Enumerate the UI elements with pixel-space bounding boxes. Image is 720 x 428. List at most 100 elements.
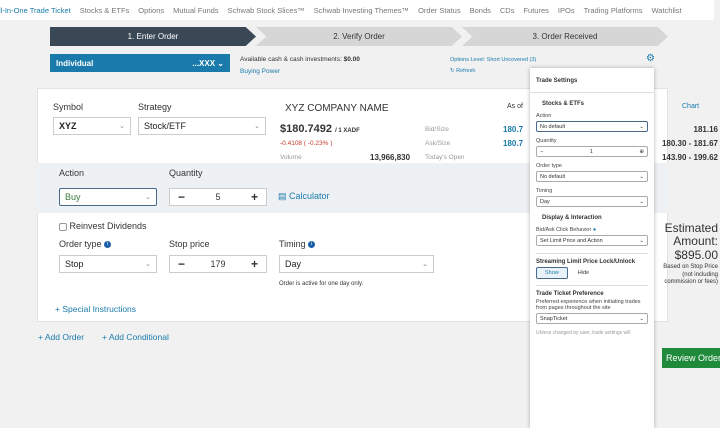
nav-item[interactable]: Options	[138, 5, 165, 15]
chevron-down-icon: ⌄	[639, 198, 644, 205]
quantity-value[interactable]: 5	[215, 192, 221, 202]
symbol-value: XYZ	[59, 121, 77, 131]
default-order-type-select[interactable]: No default ⌄	[536, 171, 648, 182]
minus-icon[interactable]: −	[178, 257, 186, 271]
plus-icon[interactable]: +	[250, 190, 258, 204]
add-order-link[interactable]: + Add Order	[38, 332, 85, 342]
stop-price-stepper[interactable]: − 179 +	[169, 255, 267, 273]
default-action-select[interactable]: No default ⌄	[536, 121, 648, 132]
nav-item[interactable]: Bonds	[469, 5, 491, 15]
cash-label: Available cash & cash investments:	[240, 56, 342, 63]
nav-item[interactable]: Trading Platforms	[583, 5, 643, 15]
order-type-label: Order type	[536, 163, 562, 169]
ask-value[interactable]: 180.7	[503, 139, 524, 148]
preference-heading: Trade Ticket Preference	[536, 291, 604, 297]
hide-toggle[interactable]: Hide	[577, 270, 590, 276]
nav-item[interactable]: Mutual Funds	[173, 5, 219, 15]
timing-label: Timing	[279, 239, 306, 249]
nav-item[interactable]: Futures	[523, 5, 549, 15]
estimate-note: Based on Stop Price	[663, 264, 718, 270]
quantity-label: Quantity	[536, 138, 557, 144]
gear-icon[interactable]: ⚙	[646, 53, 655, 64]
info-icon[interactable]: i	[104, 241, 112, 249]
show-toggle[interactable]: Show	[536, 267, 568, 279]
strategy-value: Stock/ETF	[144, 121, 187, 131]
default-quantity-stepper[interactable]: −1 ⊕	[536, 146, 648, 157]
price-suffix: / 1 XADF	[335, 128, 360, 134]
plus-icon[interactable]: +	[250, 257, 258, 271]
estimate-note-2: (not including commission or fees)	[664, 271, 718, 286]
nav-item[interactable]: CDs	[499, 5, 515, 15]
buying-power-link[interactable]: Buying Power	[240, 68, 281, 75]
calculator-link[interactable]: ▤ Calculator	[278, 191, 330, 201]
top-nav: All-In-One Trade Ticket Stocks & ETFs Op…	[0, 0, 714, 20]
chevron-down-icon: ⌄	[639, 315, 644, 322]
symbol-input[interactable]: XYZ ⌄	[53, 117, 131, 135]
days-range: 180.30 - 181.67	[661, 139, 718, 148]
chart-link[interactable]: Chart	[682, 103, 700, 110]
chevron-down-icon[interactable]: ⌄	[119, 123, 125, 130]
nav-item[interactable]: IPOs	[557, 5, 575, 15]
account-name: Individual	[56, 58, 94, 68]
settings-title: Trade Settings	[536, 78, 578, 84]
info-icon[interactable]: i	[308, 241, 316, 249]
special-instructions-link[interactable]: + Special Instructions	[55, 304, 137, 314]
settings-footer: Unless changed by user, trade settings w…	[536, 330, 631, 336]
account-selector[interactable]: Individual ...XXX ⌄	[50, 54, 230, 72]
action-select[interactable]: Buy ⌄	[59, 188, 157, 206]
strategy-select[interactable]: Stock/ETF ⌄	[138, 117, 266, 135]
minus-icon[interactable]: −	[178, 190, 186, 204]
estimated-amount-value: $895.00	[674, 248, 718, 262]
todays-open-label: Today's Open	[425, 154, 465, 161]
default-timing-select[interactable]: Day ⌄	[536, 196, 648, 207]
action-label: Action	[536, 113, 552, 119]
nav-item[interactable]: Schwab Investing Themes™	[313, 5, 410, 15]
preference-select[interactable]: SnapTicket ⌄	[536, 313, 648, 324]
chevron-down-icon: ⌄	[639, 123, 644, 130]
chevron-down-icon: ⌄	[145, 261, 151, 268]
ask-label: Ask/Size	[425, 140, 451, 147]
options-level-link[interactable]: Options Level: Short Uncovered (3)	[450, 57, 537, 63]
cash-value: $0.00	[343, 56, 360, 63]
step-enter-order: 1. Enter Order	[50, 27, 256, 46]
chevron-down-icon: ⌄	[422, 261, 428, 268]
timing-select[interactable]: Day ⌄	[279, 255, 434, 273]
chevron-down-icon: ⌄	[254, 123, 260, 130]
reinvest-dividends[interactable]: Reinvest Dividends	[59, 221, 147, 231]
calculator-icon: ▤	[278, 191, 290, 201]
nav-item[interactable]: Stocks & ETFs	[79, 5, 130, 15]
action-label: Action	[59, 168, 85, 178]
volume-label: Volume	[280, 154, 302, 161]
quantity-stepper[interactable]: − 5 +	[169, 188, 267, 206]
order-type-value: Stop	[65, 259, 84, 269]
nav-item[interactable]: Schwab Stock Slices™	[227, 5, 305, 15]
order-type-select[interactable]: Stop ⌄	[59, 255, 157, 273]
bid-value[interactable]: 180.7	[503, 125, 524, 134]
bid-label: Bid/Size	[425, 126, 449, 133]
nav-item[interactable]: All-In-One Trade Ticket	[0, 5, 71, 15]
minus-icon[interactable]: −	[540, 148, 544, 155]
plus-icon[interactable]: ⊕	[639, 148, 644, 155]
chevron-down-icon: ⌄	[145, 194, 151, 201]
nav-item[interactable]: Watchlist	[651, 5, 682, 15]
stocks-etfs-heading: Stocks & ETFs	[542, 101, 585, 107]
step-verify-order: 2. Verify Order	[256, 27, 462, 46]
bidask-label: Bid/Ask Click Behavior	[536, 227, 592, 233]
step-order-received: 3. Order Received	[462, 27, 668, 46]
info-icon[interactable]: ●	[592, 227, 597, 233]
estimate-panel: Estimated Amount: $895.00 Based on Stop …	[660, 222, 718, 287]
chevron-down-icon: ⌄	[217, 58, 224, 68]
checkbox[interactable]	[59, 222, 67, 231]
bidask-select[interactable]: Set Limit Price and Action ⌄	[536, 235, 648, 246]
nav-item[interactable]: Order Status	[418, 5, 461, 15]
refresh-link[interactable]: ↻ Refresh	[450, 68, 476, 74]
add-conditional-link[interactable]: + Add Conditional	[102, 332, 169, 342]
last-price: $180.7492	[280, 123, 332, 135]
review-order-button[interactable]: Review Order	[662, 348, 720, 368]
progress-steps: 1. Enter Order 2. Verify Order 3. Order …	[50, 27, 668, 46]
company-name: XYZ COMPANY NAME	[285, 103, 389, 114]
quote-value-1: 181.16	[693, 125, 718, 134]
symbol-label: Symbol	[53, 102, 84, 112]
stop-price-value[interactable]: 179	[210, 259, 226, 269]
display-interaction-heading: Display & Interaction	[542, 215, 602, 221]
